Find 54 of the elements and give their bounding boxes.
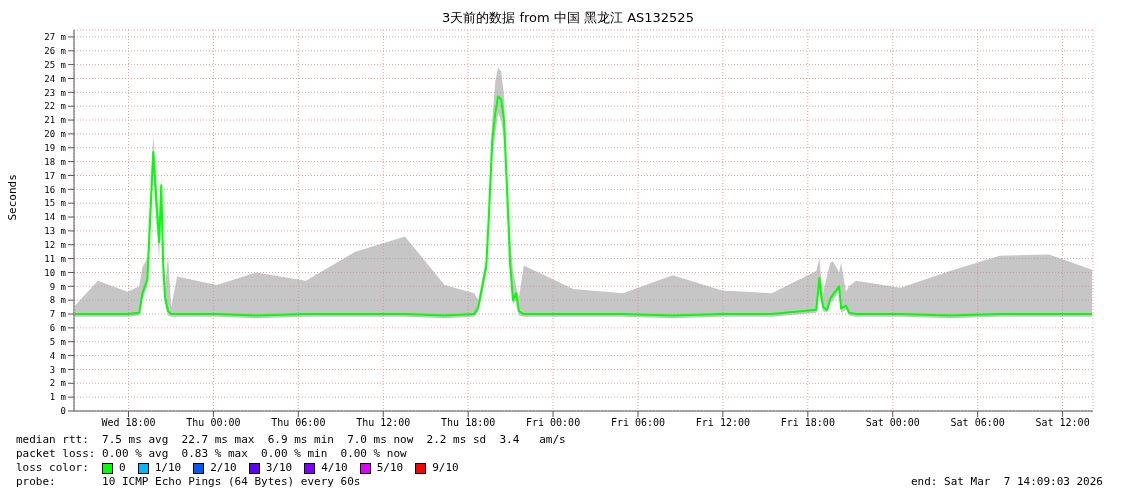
x-tick-label: Sat 00:00: [865, 417, 920, 429]
y-tick-label: 25 m: [44, 59, 66, 70]
y-tick-label: 13 m: [44, 226, 66, 237]
y-tick-label: 15 m: [44, 198, 66, 209]
text: packet loss: 0.00 % avg 0.83 % max 0.00 % min 0.00 % now: [16, 447, 408, 461]
legend-label: 3/10: [264, 461, 293, 475]
x-tick-label: Sat 12:00: [1035, 417, 1090, 429]
y-tick-label: 4 m: [49, 350, 66, 361]
x-tick-label: Thu 18:00: [441, 417, 496, 429]
text: probe: 10 ICMP Echo Pings (64 Bytes) every 60s: [16, 475, 361, 489]
x-tick-label: Fri 06:00: [610, 417, 666, 429]
x-tick-label: Sat 06:00: [950, 417, 1005, 429]
y-tick-label: 12 m: [44, 239, 66, 250]
chart-title: 3天前的数据 from 中国 黑龙江 AS132525: [442, 10, 694, 25]
text: end: Sat Mar 7 14:09:03 2026: [910, 475, 1103, 489]
y-tick-label: 23 m: [44, 87, 66, 98]
y-tick-label: 14 m: [44, 212, 66, 223]
y-tick-label: 8 m: [49, 295, 66, 306]
x-tick-label: Thu 00:00: [186, 417, 241, 429]
text: median rtt: 7.5 ms avg 22.7 ms max 6.9 ms min 7.0 ms now 2.2 ms sd 3.4 am/s: [16, 433, 567, 447]
y-tick-label: 9 m: [49, 281, 66, 292]
x-tick-label: Fri 00:00: [525, 417, 581, 429]
y-tick-label: 20 m: [44, 129, 66, 140]
y-tick-label: 0: [60, 406, 66, 417]
legend-label: 1/10: [153, 461, 182, 475]
y-tick-label: 26 m: [44, 45, 66, 56]
legend-label: 5/10: [375, 461, 404, 475]
legend-title: loss color:: [16, 461, 90, 475]
y-tick-label: 11 m: [44, 253, 66, 264]
y-tick-label: 22 m: [44, 101, 66, 112]
y-tick-label: 3 m: [49, 364, 66, 375]
y-tick-label: 27 m: [44, 32, 66, 43]
y-tick-label: 18 m: [44, 156, 66, 167]
y-tick-label: 19 m: [44, 142, 66, 153]
legend-label: 4/10: [320, 461, 348, 475]
legend-label: 9/10: [431, 461, 459, 475]
y-tick-label: 10 m: [44, 267, 66, 278]
y-tick-label: 2 m: [49, 378, 66, 389]
x-tick-label: Thu 06:00: [271, 417, 326, 429]
y-tick-label: 17 m: [44, 170, 66, 181]
legend-label: 0: [118, 461, 126, 475]
x-tick-label: Thu 12:00: [356, 417, 411, 429]
x-tick-label: Fri 18:00: [780, 417, 835, 429]
y-tick-label: 21 m: [44, 115, 66, 126]
x-tick-label: Fri 12:00: [695, 417, 750, 429]
y-axis-title: Seconds: [5, 174, 19, 221]
legend-label: 2/10: [209, 461, 237, 475]
y-tick-label: 5 m: [49, 336, 66, 347]
x-tick-label: Wed 18:00: [101, 417, 156, 429]
y-tick-label: 1 m: [49, 392, 66, 403]
y-tick-label: 6 m: [49, 323, 66, 334]
y-tick-label: 16 m: [44, 184, 66, 195]
y-tick-label: 7 m: [49, 309, 66, 320]
y-tick-label: 24 m: [44, 73, 66, 84]
